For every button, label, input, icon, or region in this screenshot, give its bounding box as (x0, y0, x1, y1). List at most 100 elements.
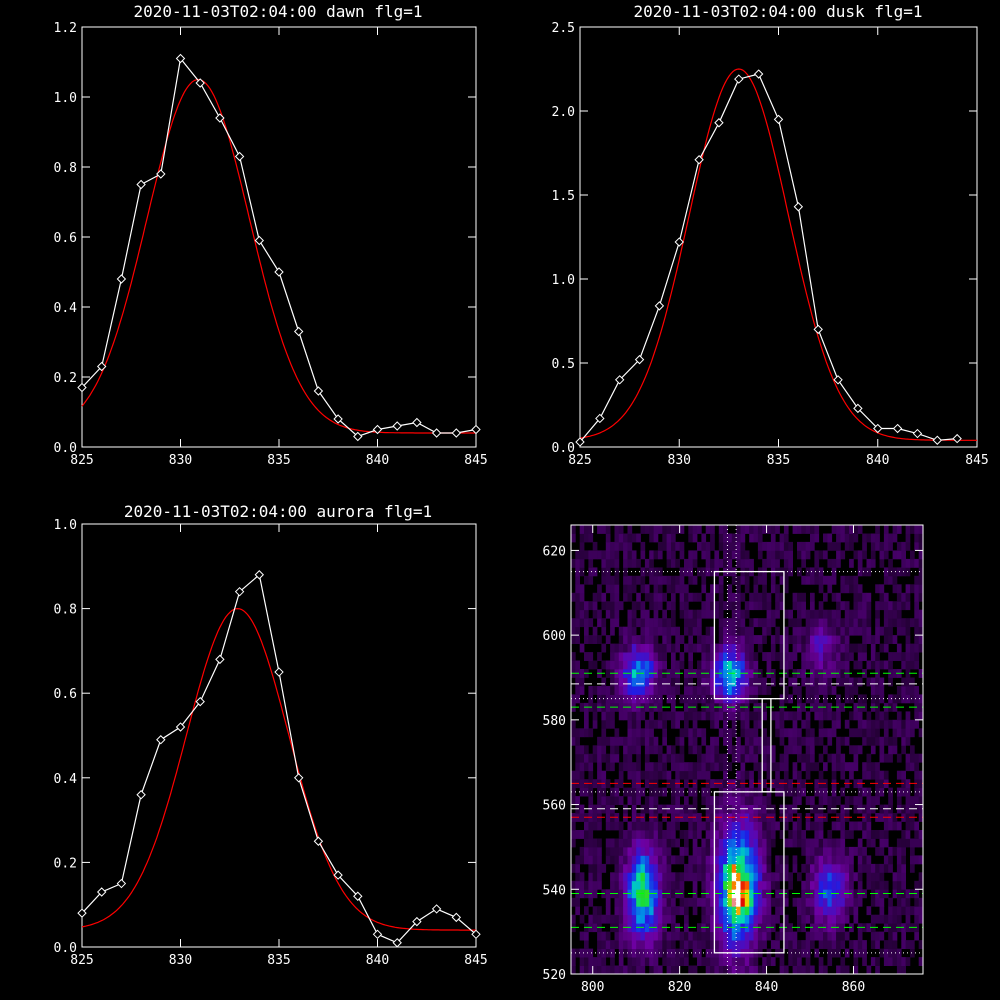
heatmap-cell (883, 660, 889, 670)
heatmap-cell (618, 762, 624, 772)
heatmap-cell (640, 906, 646, 916)
heatmap-cell (640, 821, 646, 831)
heatmap-cell (879, 787, 885, 797)
heatmap-cell (601, 965, 607, 975)
heatmap-cell (692, 965, 698, 975)
heatmap-cell (727, 863, 733, 873)
heatmap-cell (588, 575, 594, 585)
heatmap-cell (597, 957, 602, 966)
heatmap-cell (597, 592, 602, 602)
heatmap-cell (840, 753, 846, 763)
heatmap-cell (657, 965, 663, 975)
heatmap-cell (627, 533, 633, 543)
heatmap-cell (657, 702, 663, 712)
heatmap-cell (875, 931, 880, 941)
heatmap-cell (831, 626, 837, 636)
heatmap-cell (623, 880, 628, 890)
heatmap-cell (823, 609, 828, 619)
data-point (734, 74, 744, 84)
heatmap-cell (671, 796, 676, 805)
heatmap-cell (744, 677, 750, 687)
heatmap-cell (840, 923, 846, 933)
heatmap-cell (662, 931, 667, 941)
heatmap-cell (597, 736, 602, 746)
heatmap-cell (653, 635, 659, 644)
heatmap-cell (579, 846, 585, 856)
heatmap-cell (579, 957, 585, 966)
heatmap-cell (662, 830, 667, 839)
heatmap-cell (610, 719, 615, 729)
heatmap-cell (740, 711, 746, 721)
data-point (136, 179, 146, 190)
y-tick-label: 0.5 (552, 357, 575, 372)
heatmap-cell (705, 711, 711, 721)
data-point (412, 916, 422, 927)
heatmap-cell (805, 965, 811, 975)
heatmap-cell (597, 525, 602, 534)
heatmap-cell (688, 660, 693, 670)
heatmap-cell (605, 550, 611, 560)
heatmap-cell (770, 821, 776, 831)
heatmap-cell (788, 872, 793, 882)
heatmap-cell (731, 728, 737, 738)
heatmap-cell (592, 880, 598, 890)
heatmap-cell (671, 897, 676, 907)
heatmap-cell (688, 863, 693, 873)
heatmap-cell (679, 525, 685, 534)
heatmap-cell (679, 592, 685, 602)
heatmap-cell (614, 584, 620, 594)
heatmap-cell (627, 558, 633, 568)
heatmap-cell (901, 931, 906, 941)
heatmap-cell (610, 846, 615, 856)
heatmap-cell (627, 796, 633, 805)
heatmap-cell (636, 821, 641, 831)
heatmap-cell (888, 533, 893, 543)
heatmap-cell (905, 643, 911, 653)
heatmap-cell (592, 626, 598, 636)
heatmap-cell (818, 821, 824, 831)
heatmap-cell (749, 914, 754, 924)
heatmap-cell (818, 643, 824, 653)
heatmap-cell (644, 525, 650, 534)
heatmap-cell (810, 626, 815, 636)
heatmap-cell (836, 635, 841, 644)
y-tick-label: 0.4 (54, 772, 78, 787)
heatmap-cell (875, 541, 880, 551)
heatmap-cell (914, 694, 919, 704)
heatmap-cell (727, 796, 733, 805)
heatmap-cell (805, 753, 811, 763)
heatmap-cell (783, 567, 789, 577)
heatmap-cell (757, 931, 763, 941)
heatmap-cell (640, 855, 646, 865)
heatmap-cell (584, 626, 589, 636)
heatmap-cell (875, 626, 880, 636)
heatmap-cell (692, 686, 698, 695)
heatmap-cell (870, 652, 876, 661)
heatmap-cell (801, 863, 806, 873)
heatmap-cell (697, 660, 702, 670)
heatmap-cell (579, 880, 585, 890)
heatmap-cell (744, 957, 750, 966)
heatmap-cell (710, 906, 715, 916)
heatmap-cell (723, 601, 728, 611)
heatmap-cell (718, 965, 724, 975)
heatmap-cell (870, 541, 876, 551)
heatmap-cell (718, 592, 724, 602)
heatmap-cell (805, 694, 811, 704)
heatmap-cell (910, 948, 915, 958)
heatmap-cell (814, 626, 820, 636)
heatmap-cell (749, 940, 754, 949)
heatmap-cell (914, 652, 919, 661)
heatmap-cell (640, 931, 646, 941)
heatmap-cell (718, 575, 724, 585)
heatmap-cell (797, 753, 802, 763)
heatmap-cell (805, 677, 811, 687)
heatmap-cell (675, 965, 680, 975)
heatmap-cell (675, 541, 680, 551)
heatmap-cell (844, 677, 850, 687)
heatmap-cell (571, 897, 576, 907)
heatmap-cell (644, 855, 650, 865)
heatmap-cell (727, 652, 733, 661)
heatmap-cell (844, 719, 850, 729)
heatmap-cell (688, 643, 693, 653)
